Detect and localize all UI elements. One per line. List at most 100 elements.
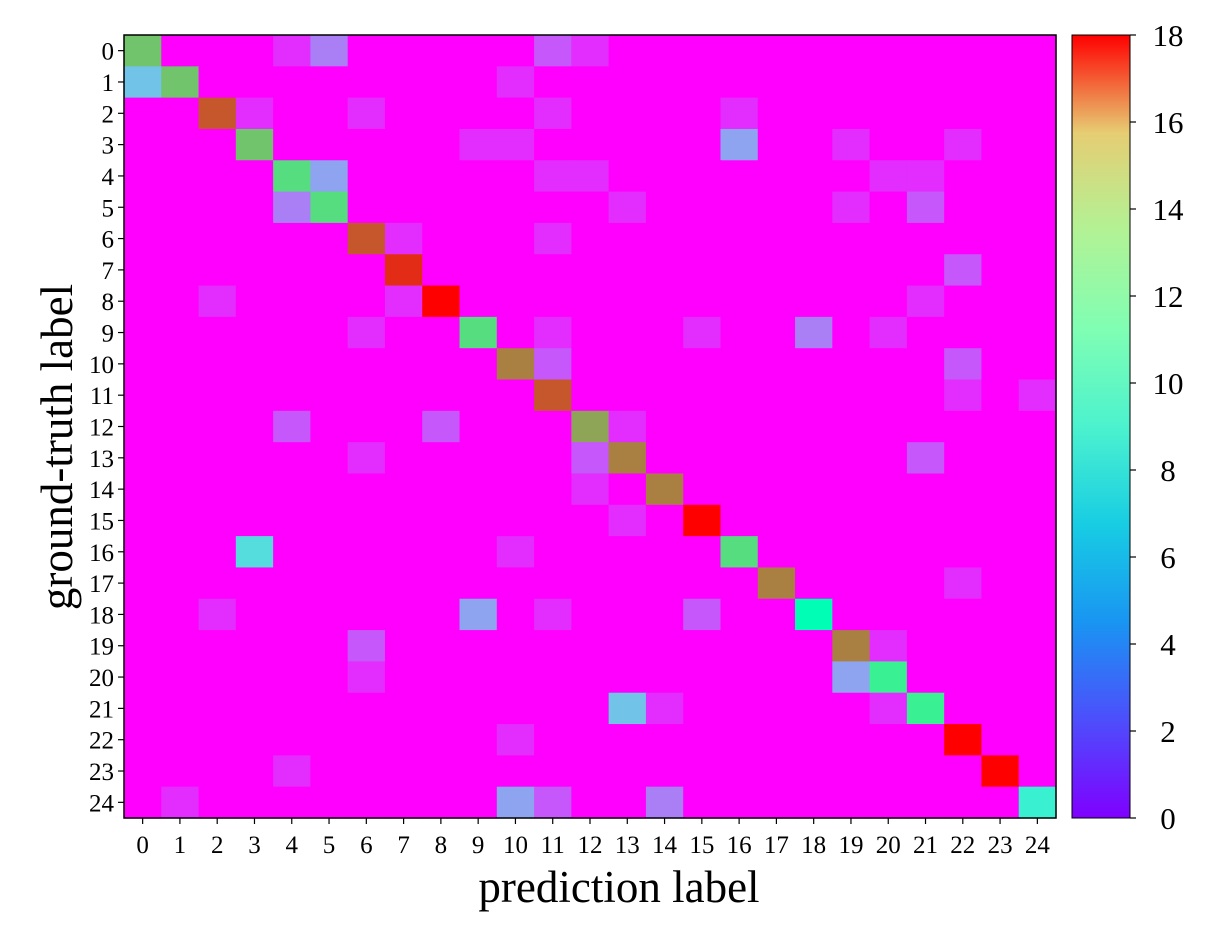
heatmap-cell <box>459 598 498 631</box>
heatmap-cell <box>571 222 610 255</box>
heatmap-cell <box>310 35 349 67</box>
y-tick-label: 18 <box>89 602 114 629</box>
heatmap-cell <box>235 222 274 255</box>
heatmap-cell <box>235 379 274 412</box>
heatmap-cell <box>384 661 423 694</box>
heatmap-cell <box>832 66 871 99</box>
heatmap-cell <box>906 692 945 725</box>
heatmap-cell <box>422 254 461 287</box>
heatmap-cell <box>981 442 1020 475</box>
heatmap-cell <box>496 504 535 537</box>
heatmap-cell <box>608 755 647 788</box>
heatmap-cell <box>571 598 610 631</box>
heatmap-cell <box>496 724 535 756</box>
heatmap-cell <box>869 755 908 788</box>
heatmap-cell <box>869 285 908 318</box>
heatmap-cell <box>496 66 535 99</box>
heatmap-cell <box>422 661 461 694</box>
heatmap-cell <box>422 630 461 662</box>
colorbar-tick-label: 4 <box>1160 627 1176 662</box>
heatmap-cell <box>571 128 610 161</box>
heatmap-cell <box>981 410 1020 443</box>
heatmap-cell <box>459 661 498 694</box>
heatmap-cell <box>757 692 796 725</box>
heatmap-cell <box>534 692 572 725</box>
heatmap-cell <box>645 755 684 788</box>
heatmap-cell <box>198 598 237 631</box>
x-tick-label: 3 <box>248 832 261 859</box>
heatmap-cell <box>347 442 386 475</box>
heatmap-cell <box>906 504 945 537</box>
heatmap-cell <box>571 473 610 506</box>
heatmap-cell <box>310 598 349 631</box>
heatmap-cell <box>384 379 423 412</box>
y-tick-label: 14 <box>89 477 115 504</box>
heatmap-cell <box>608 97 647 130</box>
heatmap-cell <box>832 724 871 756</box>
y-tick-label: 24 <box>89 790 115 817</box>
heatmap-cell <box>347 692 386 725</box>
heatmap-cell <box>198 191 237 224</box>
heatmap-cell <box>459 348 498 381</box>
heatmap-cell <box>310 191 349 224</box>
heatmap-cell <box>757 35 796 67</box>
heatmap-cell <box>645 536 684 569</box>
heatmap-cell <box>384 285 423 318</box>
heatmap-cell <box>1018 379 1057 412</box>
heatmap-cell <box>944 755 983 788</box>
heatmap-cell <box>235 755 274 788</box>
heatmap-cell <box>1018 567 1057 600</box>
heatmap-cell <box>608 222 647 255</box>
heatmap-cell <box>832 442 871 475</box>
colorbar-tick-label: 14 <box>1153 192 1185 227</box>
heatmap-cell <box>720 160 759 193</box>
heatmap-cell <box>422 222 461 255</box>
heatmap-cell <box>720 222 759 255</box>
heatmap-cell <box>422 66 461 99</box>
heatmap-cell <box>384 348 423 381</box>
heatmap-cell <box>1018 254 1057 287</box>
heatmap-cell <box>1018 191 1057 224</box>
heatmap-cell <box>124 348 162 381</box>
heatmap-cell <box>571 348 610 381</box>
heatmap-cell <box>273 285 311 318</box>
heatmap-cell <box>906 442 945 475</box>
heatmap-cell <box>347 348 386 381</box>
heatmap-cell <box>534 567 572 600</box>
heatmap-cell <box>906 598 945 631</box>
heatmap-cell <box>869 442 908 475</box>
heatmap-cell <box>422 410 461 443</box>
heatmap-cell <box>645 254 684 287</box>
heatmap-cell <box>645 222 684 255</box>
heatmap-cell <box>534 661 572 694</box>
heatmap-cell <box>310 348 349 381</box>
heatmap-cell <box>906 222 945 255</box>
heatmap-cell <box>832 598 871 631</box>
heatmap-cell <box>534 222 572 255</box>
heatmap-cell <box>384 35 423 67</box>
heatmap-cell <box>757 160 796 193</box>
heatmap-cell <box>534 66 572 99</box>
heatmap-cell <box>347 128 386 161</box>
heatmap-cell <box>235 442 274 475</box>
heatmap-cell <box>944 191 983 224</box>
heatmap-cell <box>757 348 796 381</box>
heatmap-cell <box>720 254 759 287</box>
heatmap-cell <box>310 442 349 475</box>
heatmap-cell <box>422 536 461 569</box>
heatmap-cell <box>645 35 684 67</box>
heatmap-cell <box>384 630 423 662</box>
heatmap-cell <box>273 128 311 161</box>
heatmap-cell <box>869 128 908 161</box>
heatmap-cell <box>944 661 983 694</box>
heatmap-cell <box>906 128 945 161</box>
heatmap-cell <box>571 410 610 443</box>
heatmap-cell <box>422 598 461 631</box>
heatmap-cell <box>124 724 162 756</box>
heatmap-cell <box>310 567 349 600</box>
heatmap-cell <box>683 504 722 537</box>
heatmap-cell <box>422 285 461 318</box>
heatmap-cell <box>310 66 349 99</box>
heatmap-cell <box>571 35 610 67</box>
heatmap-cell <box>235 473 274 506</box>
